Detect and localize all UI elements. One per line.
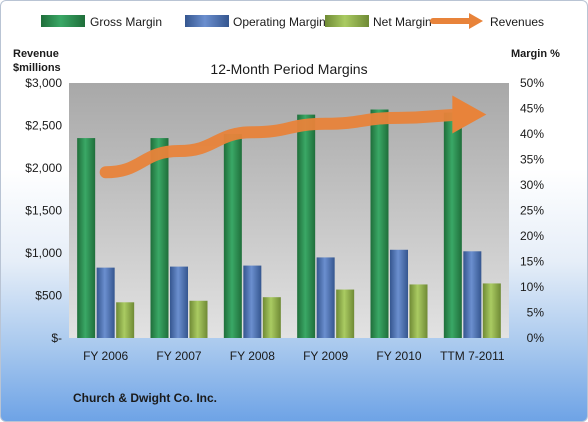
legend-label-operating-margin: Operating Margin [233,15,326,29]
net-margin-bar [482,283,501,338]
left-tick-label: $2,000 [25,161,62,175]
right-tick-label: 0% [527,331,545,345]
right-tick-label: 35% [520,153,544,167]
operating-margin-bar [170,266,188,338]
operating-margin-bar [390,249,408,338]
right-tick-label: 5% [527,306,545,320]
left-tick-label: $1,500 [25,204,62,218]
right-tick-label: 20% [520,229,544,243]
net-margin-bar [262,297,281,338]
legend-arrowhead-revenues [469,13,483,29]
left-axis-title-line1: Revenue [13,48,59,60]
operating-margin-bar [96,267,115,338]
left-tick-label: $3,000 [25,76,62,90]
left-tick-label: $2,500 [25,119,62,133]
revenue-line-path [99,108,479,179]
right-tick-label: 45% [520,102,544,116]
legend-swatch-net-margin [325,15,369,27]
gross-margin-bar [443,112,462,338]
right-tick-label: 40% [520,127,544,141]
legend-label-net-margin: Net Margin [373,15,432,29]
category-label: TTM 7-2011 [440,349,505,363]
net-margin-bar [116,302,135,338]
operating-margin-bar [316,257,335,338]
left-axis-ticks: $- $500 $1,000 $1,500 $2,000 $2,500 $3,000 [25,76,62,345]
gross-margin-bar [223,134,242,338]
gross-margin-bar [370,109,389,339]
left-tick-label: $- [51,331,62,345]
category-label: FY 2007 [156,349,201,363]
operating-margin-bar [243,265,262,338]
right-tick-label: 30% [520,178,544,192]
right-tick-label: 15% [520,255,544,269]
legend-item-gross-margin: Gross Margin [41,15,162,29]
right-tick-label: 25% [520,204,544,218]
legend: Gross Margin Operating Margin Net Margin… [41,13,544,29]
legend-swatch-gross-margin [41,15,85,27]
chart-title: 12-Month Period Margins [210,61,367,77]
gross-margin-bar [297,114,316,339]
net-margin-bar [189,300,208,338]
legend-item-revenues: Revenues [430,13,544,29]
gross-margin-bar [77,138,96,338]
revenue-arrowhead [452,95,487,134]
legend-label-gross-margin: Gross Margin [90,15,162,29]
left-tick-label: $500 [35,289,62,303]
bar-series [77,109,501,339]
category-labels: FY 2006 FY 2007 FY 2008 FY 2009 FY 2010 TTM 7… [83,349,505,363]
legend-swatch-operating-margin [185,15,229,27]
operating-margin-bar [463,251,482,338]
right-axis-title: Margin % [511,48,560,60]
legend-label-revenues: Revenues [490,15,544,29]
category-label: FY 2008 [230,349,275,363]
gross-margin-bar [150,138,169,338]
left-tick-label: $1,000 [25,246,62,260]
net-margin-bar [336,289,355,338]
net-margin-bar [409,284,428,338]
category-label: FY 2009 [303,349,348,363]
left-axis-title-line2: $millions [13,62,61,74]
revenue-line [99,95,487,179]
right-tick-label: 10% [520,280,544,294]
legend-item-net-margin: Net Margin [325,15,432,29]
chart-footer: Church & Dwight Co. Inc. [73,391,217,405]
legend-item-operating-margin: Operating Margin [185,15,326,29]
right-axis-ticks: 0% 5% 10% 15% 20% 25% 30% 35% 40% 45% 50% [520,76,544,345]
category-label: FY 2010 [376,349,421,363]
right-tick-label: 50% [520,76,544,90]
category-label: FY 2006 [83,349,128,363]
